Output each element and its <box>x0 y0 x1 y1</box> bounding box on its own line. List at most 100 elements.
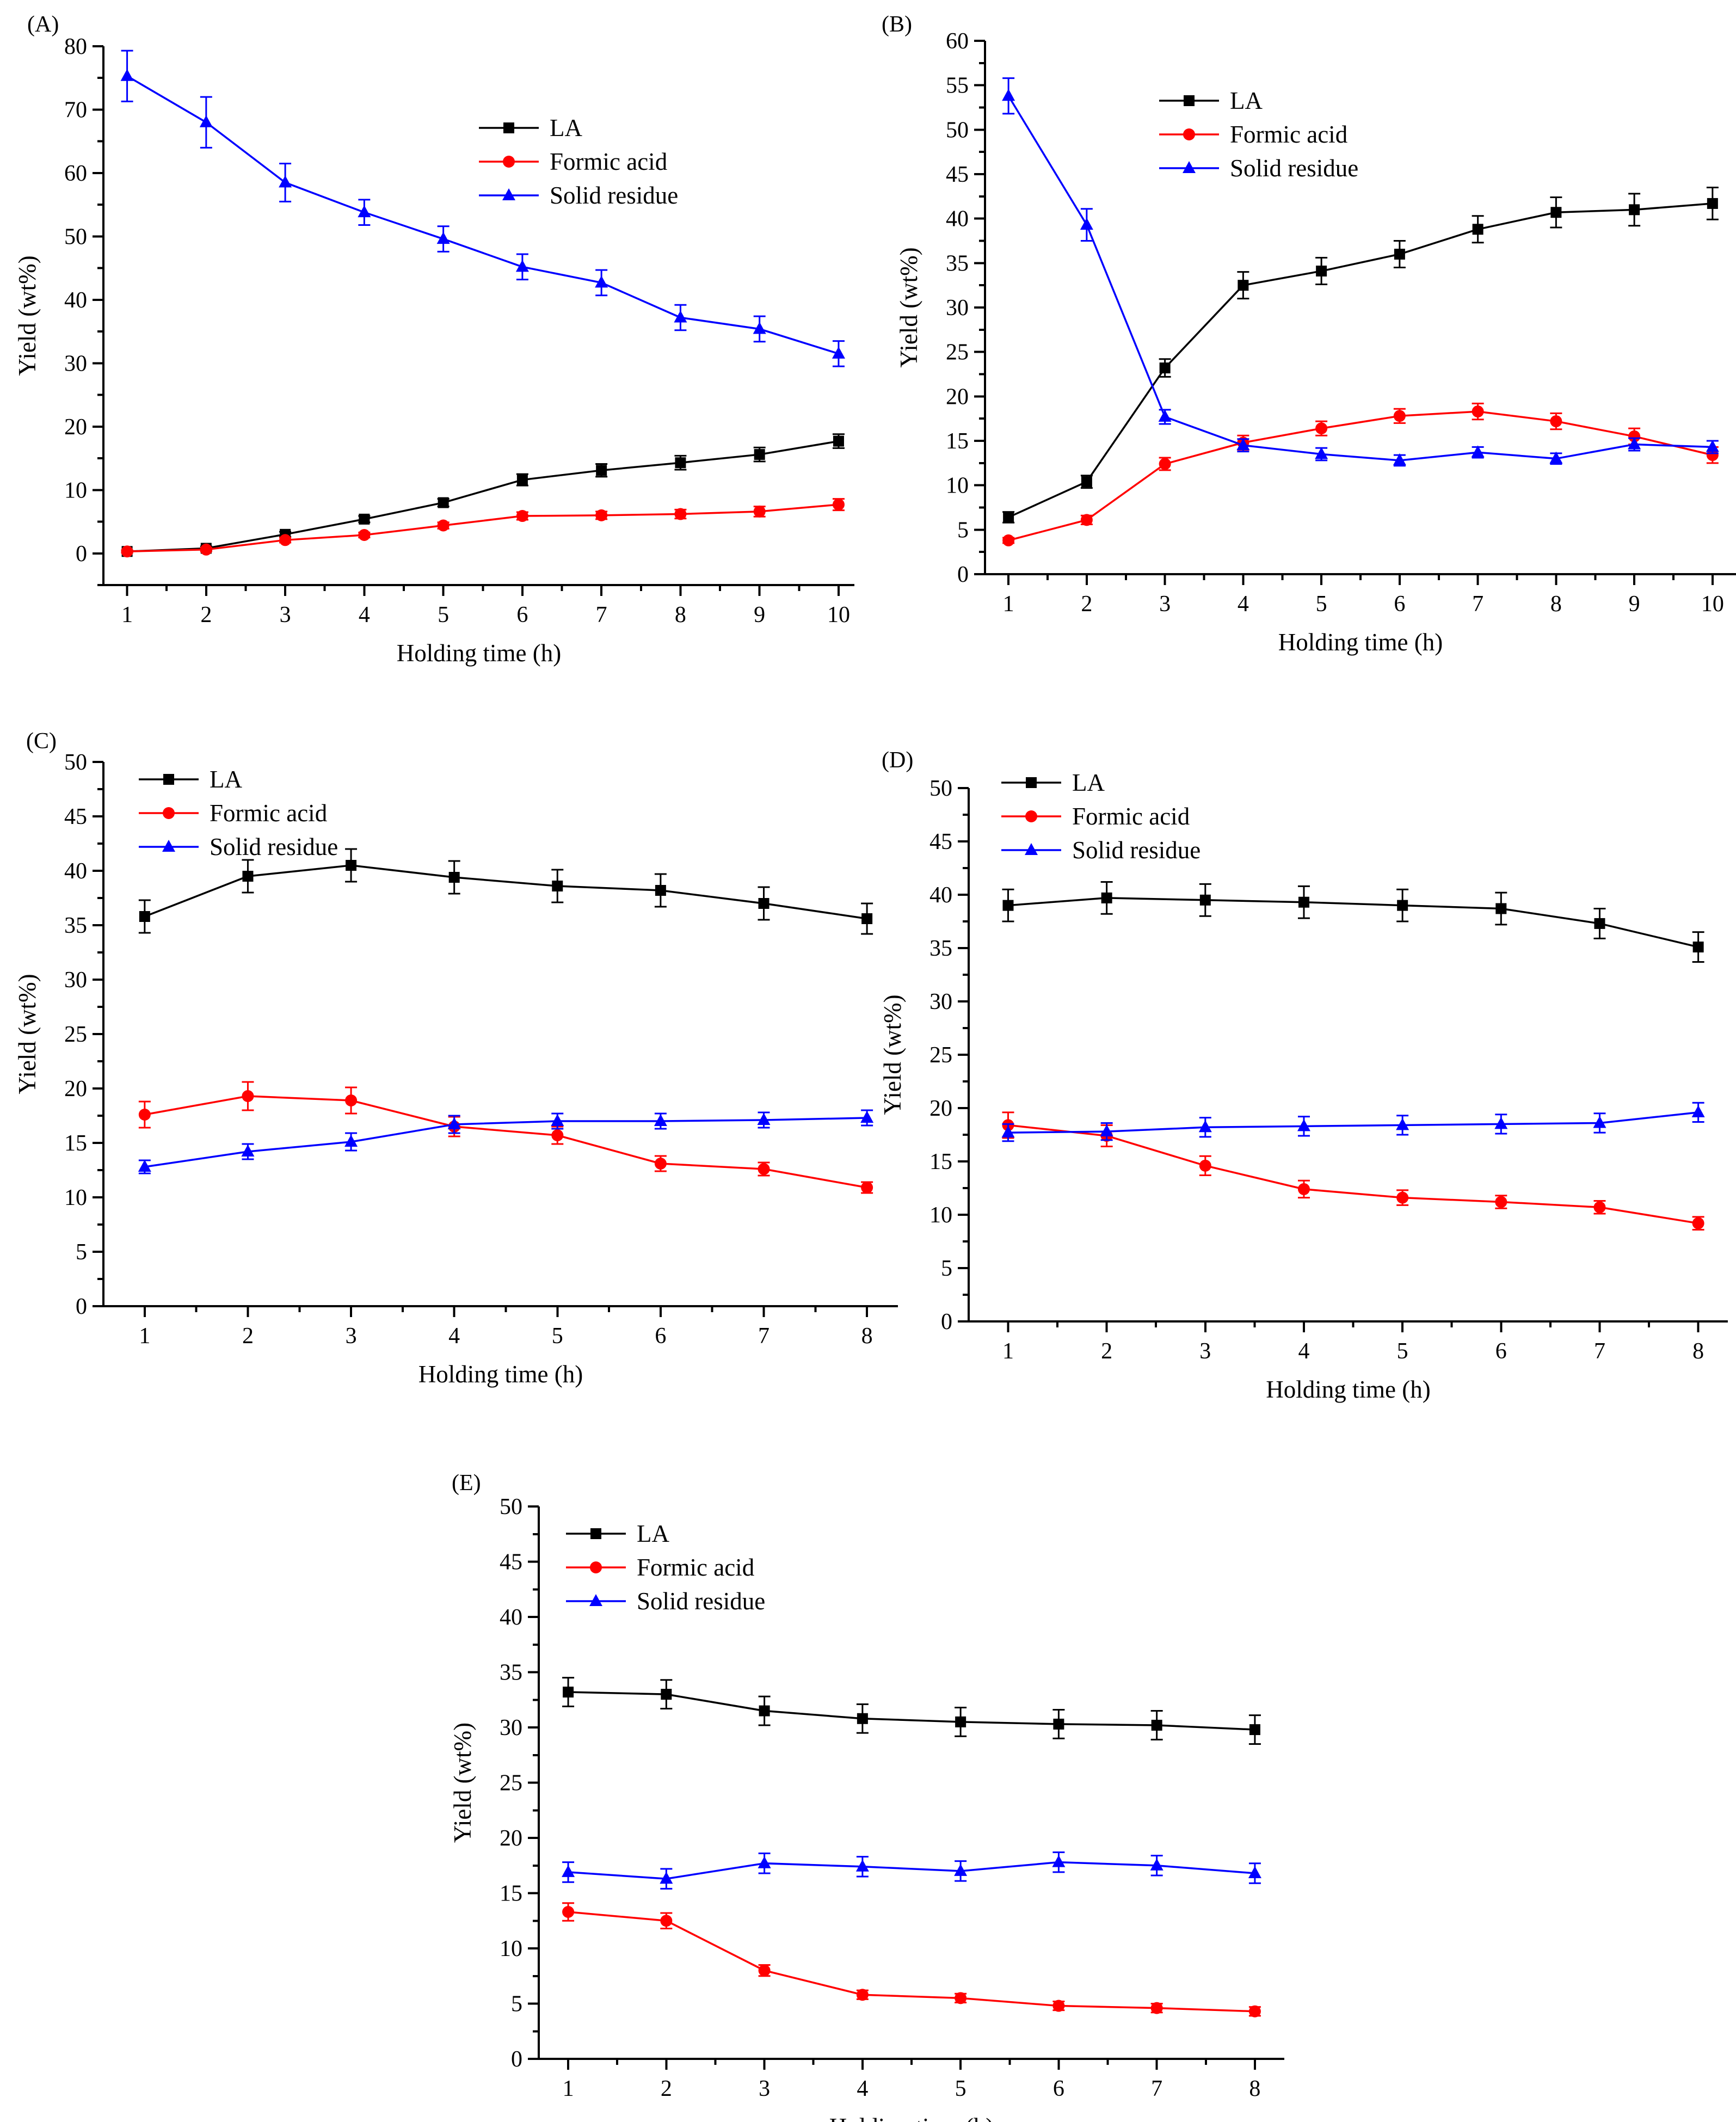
x-tick-label: 7 <box>1151 2076 1162 2101</box>
data-point-formic-acid <box>1628 430 1641 442</box>
data-point-formic-acid <box>595 509 608 521</box>
legend-item-solid-residue: Solid residue <box>139 833 338 860</box>
data-point-la <box>857 1713 868 1724</box>
data-point-solid-residue <box>1396 1118 1409 1130</box>
data-point-la <box>1629 204 1640 216</box>
legend-marker-square-icon <box>503 122 514 133</box>
x-axis-title: Holding time (h) <box>1266 1376 1430 1403</box>
data-point-solid-residue <box>757 1113 771 1125</box>
data-point-formic-acid <box>562 1906 575 1918</box>
legend-item-la: LA <box>566 1520 669 1547</box>
legend-marker-triangle-icon <box>162 840 175 852</box>
data-point-la <box>1003 512 1014 523</box>
legend-item-solid-residue: Solid residue <box>479 182 678 209</box>
data-point-formic-acid <box>1150 2002 1163 2014</box>
data-point-formic-acid <box>861 1182 873 1194</box>
y-tick-label: 25 <box>929 1043 952 1068</box>
legend-label: LA <box>1072 769 1105 796</box>
x-tick-label: 3 <box>1159 592 1171 617</box>
y-tick-label: 5 <box>941 1256 952 1281</box>
x-tick-label: 5 <box>955 2076 967 2101</box>
x-tick-label: 8 <box>1249 2076 1260 2101</box>
series-formic-acid <box>138 1081 873 1194</box>
y-tick-label: 20 <box>500 1826 522 1851</box>
data-point-solid-residue <box>1001 1125 1015 1138</box>
legend-label: Formic acid <box>637 1554 754 1581</box>
legend-item-formic-acid: Formic acid <box>1001 803 1190 830</box>
data-point-solid-residue <box>860 1111 874 1123</box>
y-tick-label: 40 <box>500 1605 522 1630</box>
y-tick-label: 0 <box>957 562 969 587</box>
x-tick-label: 2 <box>1101 1339 1112 1364</box>
series-line-formic-acid <box>144 1095 867 1189</box>
series-solid-residue <box>1001 1102 1705 1142</box>
data-point-formic-acid <box>1706 449 1719 462</box>
legend-item-solid-residue: Solid residue <box>566 1588 765 1615</box>
y-tick-label: 10 <box>929 1203 952 1228</box>
data-point-formic-acid <box>516 510 528 522</box>
y-tick-label: 30 <box>946 296 969 321</box>
data-point-la <box>1495 903 1507 914</box>
data-point-formic-acid <box>1495 1196 1507 1208</box>
legend-label: Formic acid <box>210 799 327 827</box>
data-point-solid-residue <box>1593 1116 1606 1128</box>
y-tick-label: 5 <box>511 1992 522 2017</box>
y-tick-label: 0 <box>511 2047 522 2072</box>
y-tick-label: 15 <box>929 1149 952 1174</box>
y-tick-label: 40 <box>64 859 87 884</box>
data-point-solid-residue <box>1691 1105 1705 1117</box>
y-tick-label: 40 <box>946 207 969 232</box>
x-tick-label: 4 <box>1298 1339 1309 1364</box>
data-point-formic-acid <box>1002 534 1015 546</box>
x-tick-label: 6 <box>1394 592 1405 617</box>
x-tick-label: 6 <box>1053 2076 1064 2101</box>
panel-label: (A) <box>27 12 59 37</box>
y-tick-label: 20 <box>929 1096 952 1121</box>
legend-item-la: LA <box>1159 87 1263 114</box>
data-point-formic-acid <box>1297 1183 1310 1195</box>
data-point-formic-acid <box>856 1989 869 2001</box>
data-point-la <box>1316 266 1327 277</box>
series-formic-acid <box>121 498 845 558</box>
data-point-solid-residue <box>1236 438 1250 451</box>
legend-label: Formic acid <box>1072 803 1190 830</box>
data-point-la <box>139 911 150 922</box>
y-axis-title: Yield (wt%) <box>895 247 922 367</box>
data-point-formic-acid <box>437 519 450 532</box>
series-line-la <box>127 440 839 553</box>
x-tick-label: 5 <box>1397 1339 1408 1364</box>
data-point-solid-residue <box>1198 1120 1212 1133</box>
x-tick-label: 7 <box>1594 1339 1605 1364</box>
y-tick-label: 20 <box>64 1077 87 1102</box>
y-tick-label: 45 <box>946 162 969 187</box>
data-point-solid-residue <box>1100 1124 1113 1137</box>
y-tick-label: 45 <box>64 804 87 829</box>
data-point-solid-residue <box>1393 453 1406 465</box>
series-formic-acid <box>1002 402 1719 546</box>
data-point-formic-acid <box>121 545 133 558</box>
legend-label: LA <box>550 114 582 142</box>
data-point-solid-residue <box>120 69 134 81</box>
x-tick-label: 1 <box>121 602 133 628</box>
x-axis-title: Holding time (h) <box>1278 629 1443 656</box>
legend-marker-triangle-icon <box>502 188 515 200</box>
series-line-la <box>144 864 867 920</box>
data-point-solid-residue <box>1002 89 1015 101</box>
legend-marker-square-icon <box>1026 777 1037 788</box>
data-point-formic-acid <box>1199 1159 1211 1172</box>
y-tick-label: 45 <box>500 1550 522 1575</box>
y-axis-title: Yield (wt%) <box>14 255 41 376</box>
legend-item-solid-residue: Solid residue <box>1001 837 1201 864</box>
data-point-solid-residue <box>660 1872 673 1884</box>
x-tick-label: 1 <box>1002 1339 1014 1364</box>
y-tick-label: 50 <box>946 118 969 143</box>
y-tick-label: 40 <box>929 883 952 908</box>
data-point-formic-acid <box>758 1163 770 1175</box>
data-point-la <box>759 1705 770 1717</box>
series-solid-residue <box>138 1109 874 1174</box>
y-tick-label: 15 <box>946 429 969 454</box>
data-point-solid-residue <box>855 1859 869 1872</box>
x-tick-label: 7 <box>1472 592 1483 617</box>
